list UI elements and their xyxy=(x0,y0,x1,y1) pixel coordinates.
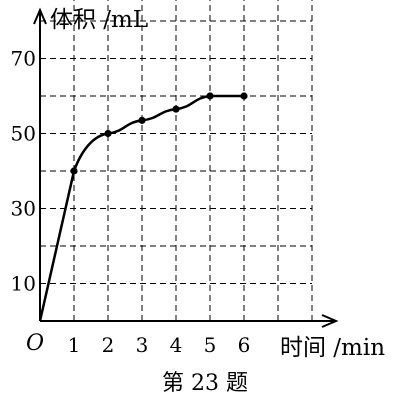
data-point xyxy=(240,92,248,100)
y-tick-label: 50 xyxy=(11,122,36,146)
y-tick-labels: 1030507090 xyxy=(11,47,36,296)
data-point xyxy=(172,105,180,113)
data-point xyxy=(70,167,78,175)
x-tick-label: 1 xyxy=(68,333,81,357)
x-tick-label: 5 xyxy=(204,333,217,357)
x-tick-label: 3 xyxy=(136,333,149,357)
data-point xyxy=(104,129,112,138)
data-point xyxy=(206,92,214,100)
x-axis-arrow xyxy=(321,314,339,328)
grid xyxy=(40,0,313,321)
data-point xyxy=(138,116,146,124)
origin-label: O xyxy=(26,331,44,356)
axes xyxy=(33,7,339,328)
y-tick-label: 10 xyxy=(11,272,36,296)
y-axis-title: 体积 /mL xyxy=(50,7,148,33)
x-tick-label: 2 xyxy=(102,333,115,357)
x-tick-label: 6 xyxy=(238,333,251,357)
y-axis-arrow xyxy=(33,7,47,25)
y-tick-label: 70 xyxy=(11,47,36,71)
y-tick-label: 30 xyxy=(11,197,36,221)
x-tick-label: 4 xyxy=(170,333,183,357)
x-axis-title: 时间 /min xyxy=(280,335,385,361)
data-points xyxy=(70,92,248,175)
figure-caption: 第 23 题 xyxy=(162,371,248,396)
